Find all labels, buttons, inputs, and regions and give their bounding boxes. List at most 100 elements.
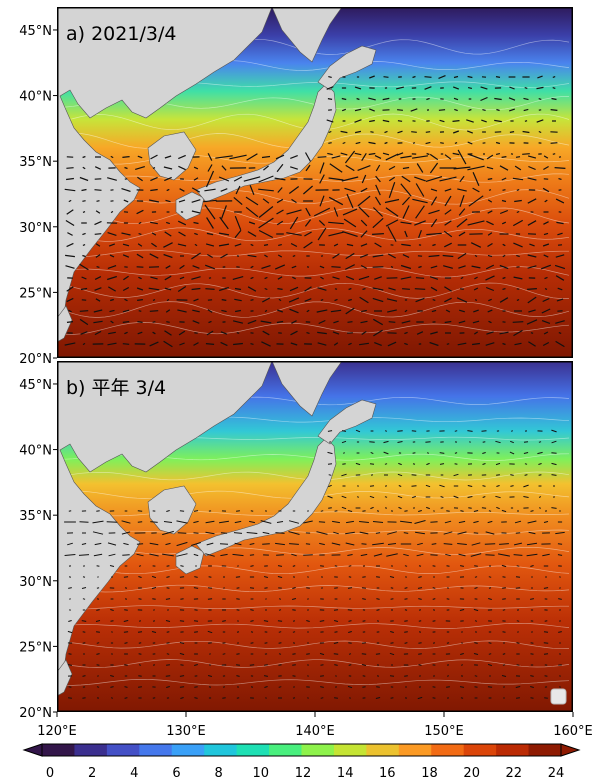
current-vector bbox=[488, 598, 492, 600]
current-vector bbox=[439, 463, 445, 465]
current-vector bbox=[176, 541, 188, 547]
current-vector bbox=[150, 276, 158, 280]
current-vector bbox=[344, 150, 356, 164]
current-vector bbox=[122, 243, 130, 247]
current-vector bbox=[454, 142, 458, 144]
current-vector bbox=[509, 451, 515, 455]
current-vector bbox=[543, 155, 549, 159]
colorbar-segment bbox=[496, 744, 530, 756]
current-vector bbox=[536, 86, 544, 90]
current-vector bbox=[234, 287, 242, 291]
current-vector bbox=[179, 686, 185, 688]
current-vector bbox=[348, 342, 352, 346]
current-vector bbox=[123, 542, 129, 546]
current-vector bbox=[511, 430, 513, 432]
current-vector bbox=[178, 231, 186, 237]
current-vector bbox=[138, 576, 142, 578]
isotherm bbox=[57, 584, 570, 593]
current-vector bbox=[165, 598, 171, 600]
current-vector bbox=[341, 495, 347, 499]
current-vector bbox=[522, 130, 530, 134]
lon-labels: 120°E 130°E 140°E 150°E 160°E bbox=[37, 712, 593, 739]
current-vector bbox=[398, 506, 402, 510]
colorbar-segment bbox=[528, 744, 562, 756]
sakhalin-russia-land bbox=[271, 7, 343, 63]
current-vector bbox=[316, 531, 328, 535]
current-vector bbox=[543, 232, 549, 236]
current-vector bbox=[541, 308, 551, 314]
current-vector bbox=[345, 252, 355, 260]
current-vector bbox=[458, 320, 466, 324]
current-vector bbox=[474, 299, 478, 301]
current-vector bbox=[96, 266, 100, 268]
current-vector bbox=[148, 199, 160, 203]
current-vector bbox=[82, 598, 86, 600]
current-vector bbox=[444, 188, 452, 192]
current-vector bbox=[458, 231, 466, 237]
current-vector bbox=[555, 254, 565, 258]
current-vector bbox=[245, 206, 259, 218]
colorbar-tick-labels: 0 2 4 6 8 10 12 14 16 18 20 22 24 bbox=[46, 766, 564, 781]
current-vector bbox=[404, 565, 408, 567]
current-vector bbox=[334, 298, 338, 302]
current-vector bbox=[96, 510, 100, 512]
current-vector bbox=[523, 484, 529, 488]
colorbar-segment bbox=[42, 744, 75, 756]
current-vector bbox=[179, 510, 185, 512]
current-vector bbox=[178, 330, 186, 336]
current-vector bbox=[164, 155, 172, 159]
current-vector bbox=[319, 652, 325, 656]
current-vector bbox=[149, 253, 159, 259]
current-vector bbox=[166, 686, 170, 688]
current-vector bbox=[429, 162, 439, 174]
current-vector bbox=[404, 309, 408, 313]
current-vector bbox=[425, 484, 431, 488]
current-vector bbox=[278, 631, 282, 633]
current-vector bbox=[432, 598, 436, 600]
current-vector bbox=[481, 430, 487, 432]
current-vector bbox=[205, 520, 215, 524]
current-vector bbox=[207, 309, 213, 313]
current-vector bbox=[432, 697, 436, 699]
current-vector bbox=[528, 341, 536, 347]
current-vector bbox=[425, 131, 431, 133]
current-vector bbox=[387, 226, 397, 242]
current-vector bbox=[320, 565, 324, 567]
current-vector bbox=[359, 296, 369, 304]
current-vector bbox=[550, 109, 558, 111]
current-vector bbox=[347, 587, 353, 589]
current-vector bbox=[542, 243, 550, 247]
current-vector bbox=[402, 166, 410, 170]
current-vector bbox=[319, 542, 325, 546]
current-vector bbox=[486, 154, 494, 160]
current-vector bbox=[65, 219, 75, 227]
current-vector bbox=[526, 542, 538, 546]
current-vector bbox=[345, 531, 355, 535]
current-vector bbox=[502, 254, 506, 258]
current-vector bbox=[425, 176, 443, 182]
current-vector bbox=[373, 553, 383, 557]
current-vector bbox=[438, 75, 446, 79]
current-vector bbox=[164, 287, 172, 291]
current-vector bbox=[359, 531, 369, 535]
current-vector bbox=[318, 219, 326, 227]
current-vector bbox=[260, 320, 272, 324]
current-vector bbox=[319, 174, 325, 184]
current-vector bbox=[468, 195, 484, 207]
current-vector bbox=[466, 130, 474, 134]
current-vector bbox=[510, 474, 514, 476]
current-vector bbox=[206, 330, 214, 336]
current-vector bbox=[454, 463, 458, 465]
current-vector bbox=[221, 309, 227, 313]
current-vector bbox=[346, 243, 354, 247]
current-vector bbox=[485, 531, 495, 535]
colorbar-tick-label: 20 bbox=[463, 766, 480, 781]
current-vector bbox=[515, 576, 521, 578]
current-vector bbox=[502, 189, 506, 191]
current-vector bbox=[373, 318, 383, 326]
current-vector bbox=[317, 331, 327, 335]
current-vector bbox=[124, 166, 128, 170]
current-vector bbox=[426, 452, 430, 454]
current-vector bbox=[458, 208, 466, 216]
current-vector bbox=[538, 130, 542, 134]
